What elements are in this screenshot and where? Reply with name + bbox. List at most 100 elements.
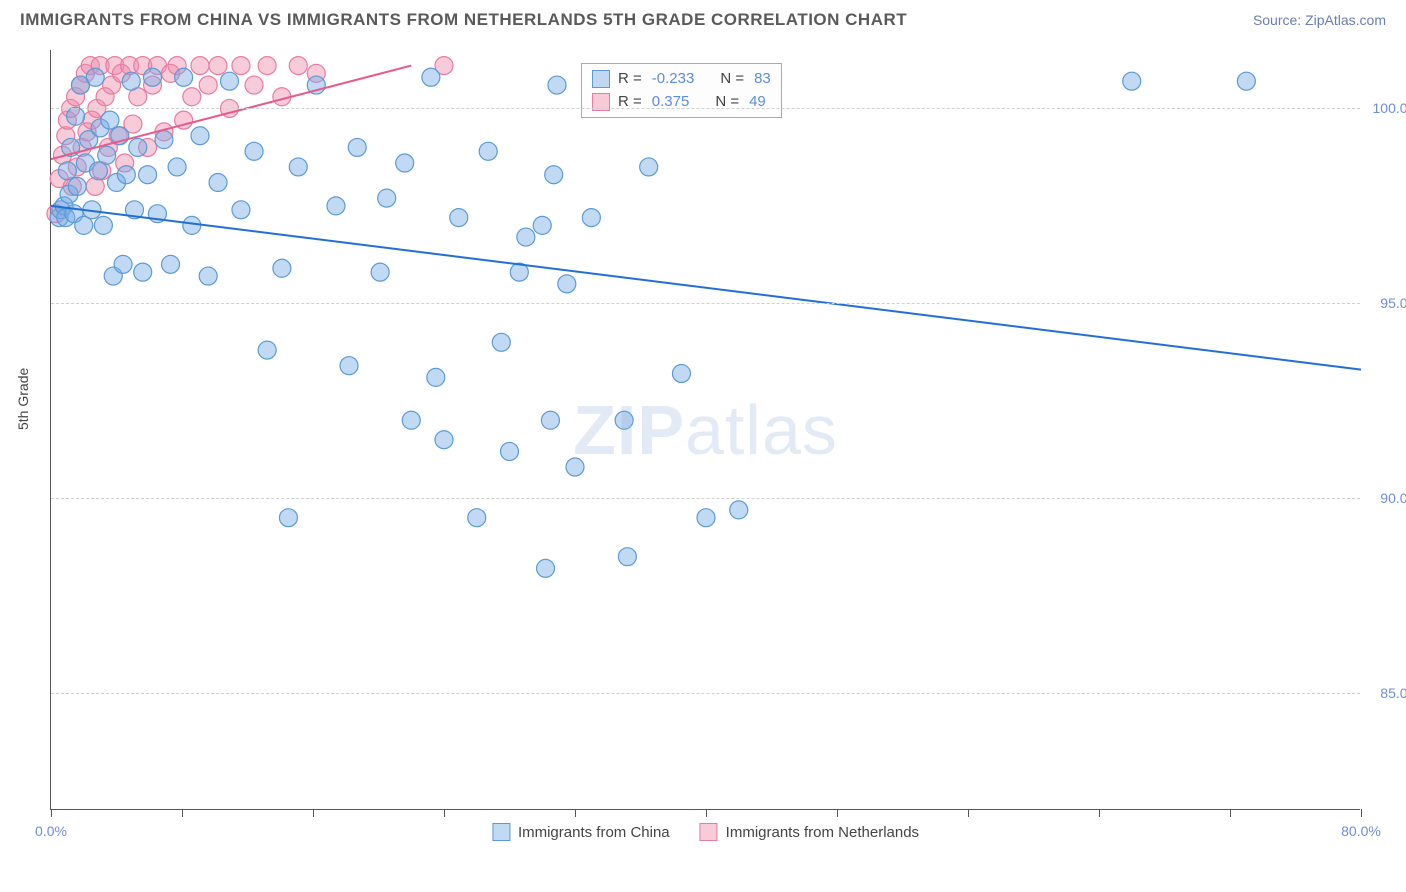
xtick <box>706 809 707 817</box>
legend-r-label: R = <box>618 91 642 114</box>
bottom-legend-label: Immigrants from China <box>518 824 670 841</box>
data-point <box>566 458 584 476</box>
chart-header: IMMIGRANTS FROM CHINA VS IMMIGRANTS FROM… <box>0 0 1406 35</box>
data-point <box>618 548 636 566</box>
data-point <box>199 267 217 285</box>
chart-plot-area: ZIPatlas R = -0.233 N = 83 R = 0.375 N =… <box>50 50 1360 810</box>
xtick-label: 0.0% <box>35 823 67 839</box>
data-point <box>245 76 263 94</box>
data-point <box>191 127 209 145</box>
ytick-label: 100.0% <box>1373 100 1406 116</box>
data-point <box>139 166 157 184</box>
data-point <box>468 509 486 527</box>
data-point <box>94 216 112 234</box>
data-point <box>232 201 250 219</box>
xtick <box>968 809 969 817</box>
xtick <box>1361 809 1362 817</box>
data-point <box>1237 72 1255 90</box>
xtick <box>51 809 52 817</box>
legend-swatch-china <box>592 70 610 88</box>
xtick <box>575 809 576 817</box>
xtick <box>1099 809 1100 817</box>
data-point <box>730 501 748 519</box>
y-axis-label: 5th Grade <box>15 368 31 430</box>
data-point <box>327 197 345 215</box>
bottom-swatch-china <box>492 823 510 841</box>
data-point <box>220 72 238 90</box>
data-point <box>582 209 600 227</box>
bottom-legend-label: Immigrants from Netherlands <box>726 824 919 841</box>
data-point <box>450 209 468 227</box>
data-point <box>289 158 307 176</box>
ytick-label: 85.0% <box>1380 685 1406 701</box>
trend-line <box>51 206 1361 370</box>
data-point <box>86 68 104 86</box>
xtick-label: 80.0% <box>1341 823 1381 839</box>
data-point <box>117 166 135 184</box>
data-point <box>134 263 152 281</box>
data-point <box>548 76 566 94</box>
data-point <box>209 57 227 75</box>
chart-source: Source: ZipAtlas.com <box>1253 12 1386 28</box>
data-point <box>183 216 201 234</box>
data-point <box>114 255 132 273</box>
xtick <box>182 809 183 817</box>
grid-line <box>51 693 1360 694</box>
data-point <box>435 431 453 449</box>
data-point <box>289 57 307 75</box>
legend-n-value: 49 <box>749 91 766 114</box>
legend-r-value: 0.375 <box>652 91 690 114</box>
scatter-svg <box>51 50 1360 809</box>
data-point <box>348 138 366 156</box>
data-point <box>492 333 510 351</box>
data-point <box>378 189 396 207</box>
data-point <box>144 68 162 86</box>
data-point <box>129 138 147 156</box>
legend-n-value: 83 <box>754 68 771 91</box>
xtick <box>1230 809 1231 817</box>
data-point <box>672 364 690 382</box>
data-point <box>427 368 445 386</box>
data-point <box>697 509 715 527</box>
ytick-label: 90.0% <box>1380 490 1406 506</box>
data-point <box>501 442 519 460</box>
data-point <box>232 57 250 75</box>
bottom-legend: Immigrants from China Immigrants from Ne… <box>492 823 919 841</box>
legend-row-netherlands: R = 0.375 N = 49 <box>592 91 771 114</box>
data-point <box>533 216 551 234</box>
grid-line <box>51 498 1360 499</box>
data-point <box>615 411 633 429</box>
data-point <box>155 131 173 149</box>
data-point <box>340 357 358 375</box>
grid-line <box>51 303 1360 304</box>
ytick-label: 95.0% <box>1380 295 1406 311</box>
data-point <box>162 255 180 273</box>
data-point <box>422 68 440 86</box>
data-point <box>58 162 76 180</box>
data-point <box>98 146 116 164</box>
xtick <box>444 809 445 817</box>
data-point <box>258 57 276 75</box>
data-point <box>258 341 276 359</box>
grid-line <box>51 108 1360 109</box>
data-point <box>371 263 389 281</box>
chart-title: IMMIGRANTS FROM CHINA VS IMMIGRANTS FROM… <box>20 10 907 30</box>
data-point <box>640 158 658 176</box>
data-point <box>68 177 86 195</box>
data-point <box>541 411 559 429</box>
data-point <box>396 154 414 172</box>
legend-n-label: N = <box>720 68 744 91</box>
legend-r-value: -0.233 <box>652 68 695 91</box>
legend-row-china: R = -0.233 N = 83 <box>592 68 771 91</box>
data-point <box>168 158 186 176</box>
xtick <box>313 809 314 817</box>
correlation-legend: R = -0.233 N = 83 R = 0.375 N = 49 <box>581 63 782 118</box>
bottom-swatch-netherlands <box>700 823 718 841</box>
data-point <box>558 275 576 293</box>
legend-n-label: N = <box>715 91 739 114</box>
data-point <box>245 142 263 160</box>
data-point <box>279 509 297 527</box>
data-point <box>183 88 201 106</box>
data-point <box>191 57 209 75</box>
data-point <box>1123 72 1141 90</box>
